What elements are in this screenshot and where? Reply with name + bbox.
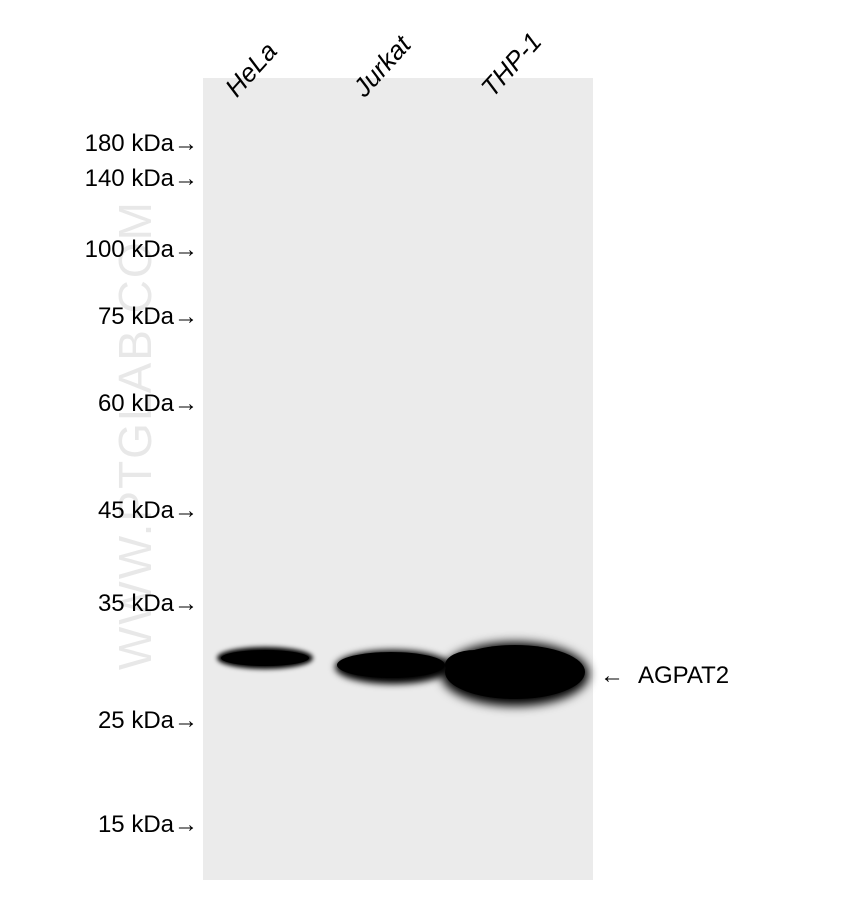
band-hela (217, 647, 313, 669)
marker-45: 45 kDa→ (98, 497, 198, 525)
marker-140: 140 kDa→ (85, 165, 198, 193)
target-label: AGPAT2 (638, 662, 729, 690)
marker-25: 25 kDa→ (98, 707, 198, 735)
band-jurkat (335, 650, 451, 684)
marker-60: 60 kDa→ (98, 390, 198, 418)
target-arrow-icon: ← (600, 662, 624, 690)
band-thp1 (441, 642, 589, 706)
western-blot-figure: WWW.PTGLAB.COM (0, 0, 850, 903)
marker-180: 180 kDa→ (85, 130, 198, 158)
marker-100: 100 kDa→ (85, 236, 198, 264)
marker-15: 15 kDa→ (98, 811, 198, 839)
marker-75: 75 kDa→ (98, 303, 198, 331)
marker-35: 35 kDa→ (98, 590, 198, 618)
